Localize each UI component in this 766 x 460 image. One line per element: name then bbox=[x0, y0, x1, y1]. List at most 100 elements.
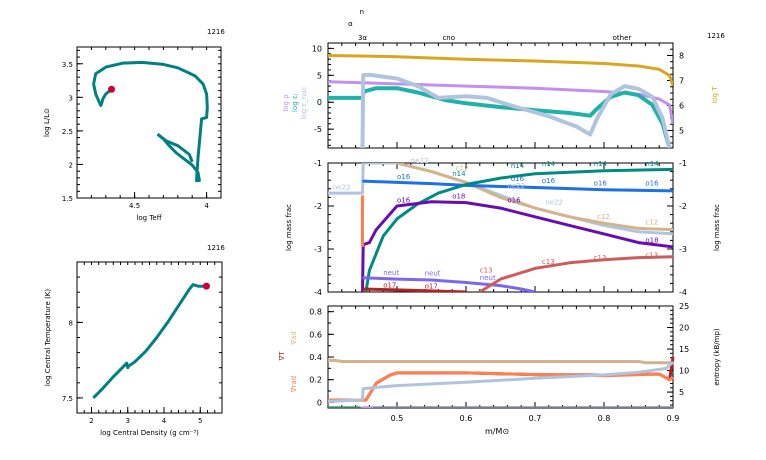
abund-series-label: o18 bbox=[645, 237, 658, 245]
hr-ytick-label: 3 bbox=[69, 94, 73, 102]
grad-xlabel: m/M⊙ bbox=[485, 427, 509, 436]
center-current-point bbox=[202, 282, 210, 290]
hr-ylabel: log L/L⊙ bbox=[43, 108, 51, 137]
abund-line-o18 bbox=[361, 200, 673, 292]
profile-top-frame bbox=[327, 42, 674, 149]
grad-right-tick-label: 10 bbox=[679, 367, 689, 376]
grad-xtick-label: 0.9 bbox=[667, 414, 680, 423]
burn-label-cno: cno bbox=[442, 34, 455, 42]
abund-ytick-label: -3 bbox=[314, 245, 322, 254]
abund-series-label: neut bbox=[480, 274, 496, 282]
abund-right-tick-label: -2 bbox=[679, 202, 687, 211]
abund-line-c12 bbox=[396, 163, 673, 232]
hr-ytick-label: 3.5 bbox=[62, 61, 73, 69]
abund-series-label: c13 bbox=[480, 267, 493, 275]
center-track bbox=[92, 283, 207, 399]
abund-right-tick-label: -4 bbox=[679, 288, 687, 297]
profile-top-right-tick-label: 7 bbox=[679, 77, 684, 86]
abund-series-label: n14 bbox=[645, 160, 659, 168]
abund-series-label: o16 bbox=[594, 179, 608, 187]
abund-right-ylabel: log mass frac bbox=[713, 204, 721, 251]
grad-right-label: entropy (kB/mp) bbox=[713, 328, 721, 386]
abund-series-label: o16 bbox=[542, 177, 556, 185]
abund-series-label: n14 bbox=[542, 160, 556, 168]
profile-top-ytick-label: 5 bbox=[317, 71, 322, 80]
abund-series-label: o16 bbox=[645, 179, 659, 187]
hr-ytick-label: 2.5 bbox=[62, 128, 73, 136]
grad-ytick-label: 0.8 bbox=[309, 308, 322, 317]
abund-series-label: c12 bbox=[597, 213, 610, 221]
grad-right-tick-label: 20 bbox=[679, 324, 689, 333]
grad-line-grad_rad bbox=[328, 371, 674, 402]
abund-series-label: n14 bbox=[594, 160, 608, 168]
abund-series-label: n14 bbox=[452, 170, 466, 178]
abund-ylabel: log mass frac bbox=[285, 204, 293, 251]
center-model-number: 1216 bbox=[207, 244, 225, 252]
hr-track-track bbox=[92, 60, 209, 183]
hr-xlabel: log Teff bbox=[136, 214, 161, 222]
center-ytick-label: 8 bbox=[69, 319, 73, 327]
center-xtick-label: 3 bbox=[126, 417, 130, 425]
profile-top-ytick-label: 0 bbox=[317, 98, 322, 107]
abund-series-label: o17 bbox=[425, 283, 438, 291]
burn-label-n: n bbox=[360, 8, 364, 16]
center-xtick-label: 2 bbox=[89, 417, 93, 425]
profile-top-ytick-label: -5 bbox=[314, 125, 322, 134]
center-xtick-label: 4 bbox=[162, 417, 167, 425]
abund-series-label: o16 bbox=[507, 197, 521, 205]
abund-series-label: c12 bbox=[456, 165, 469, 173]
center-ylabel: log Central Temperature (K) bbox=[44, 289, 52, 386]
abund-series-label: neut bbox=[425, 270, 441, 278]
grad-right-tick-label: 15 bbox=[679, 345, 689, 354]
profile-top-line-log-eps_nuc bbox=[360, 72, 672, 148]
abund-frame bbox=[327, 162, 674, 293]
abund-series-label: o17 bbox=[383, 282, 396, 290]
abund-right-tick-label: -3 bbox=[679, 245, 687, 254]
abund-series-label: ne22 bbox=[411, 157, 429, 165]
hr-track-loop bbox=[156, 133, 194, 163]
hr-current-point bbox=[108, 85, 116, 93]
abund-ytick-label: -4 bbox=[314, 288, 322, 297]
hr-model-number: 1216 bbox=[207, 28, 225, 36]
abund-series-label: c13 bbox=[542, 258, 555, 266]
grad-ytick-label: 0 bbox=[317, 398, 322, 407]
grad-xtick-label: 0.7 bbox=[529, 414, 542, 423]
grad-ytick-label: 0.6 bbox=[309, 330, 322, 339]
abund-series-label: o16 bbox=[397, 197, 411, 205]
grad-right-tick-label: 25 bbox=[679, 302, 689, 311]
abund-line-neut bbox=[362, 276, 536, 292]
profile-top-right-label: log T bbox=[711, 86, 719, 104]
abund-line-n14 bbox=[364, 167, 673, 292]
profile-top-right-tick-label: 6 bbox=[679, 102, 684, 111]
grad-xtick-label: 0.8 bbox=[598, 414, 611, 423]
grad-frame bbox=[327, 305, 674, 409]
grad-line-grad_T bbox=[328, 356, 675, 402]
abund-series-label: o16 bbox=[511, 175, 525, 183]
grad-right-tick-label: 5 bbox=[679, 388, 684, 397]
profile-top-line-log-eps_nu bbox=[328, 86, 672, 148]
hr-ytick-label: 1.5 bbox=[62, 195, 73, 203]
grad-xtick-label: 0.5 bbox=[391, 414, 404, 423]
grad-line-grad_ad bbox=[328, 358, 673, 365]
abund-ytick-label: -2 bbox=[314, 202, 322, 211]
grad-ytick-label: 0.4 bbox=[309, 353, 322, 362]
abund-right-tick-label: -1 bbox=[679, 159, 687, 168]
burn-label-other: other bbox=[613, 34, 632, 42]
abund-line-o17 bbox=[362, 287, 467, 292]
abund-series-label: c12 bbox=[645, 218, 658, 226]
profile-top-line-log-rho bbox=[328, 80, 673, 125]
abund-series-label: o16 bbox=[397, 173, 411, 181]
abund-ytick-label: -1 bbox=[314, 159, 322, 168]
grad-label-rad: ∇rad bbox=[290, 376, 298, 393]
grad-line-entropy bbox=[328, 360, 675, 403]
abund-series-label: c13 bbox=[594, 254, 607, 262]
abund-line-c13 bbox=[479, 255, 673, 292]
profile-top-left-label: log ε_nuc bbox=[300, 86, 308, 119]
hr-xtick-label: 4.5 bbox=[129, 202, 140, 210]
center-ytick-label: 7.5 bbox=[62, 395, 73, 403]
grad-label-T: ∇T bbox=[278, 351, 286, 362]
burn-label-alpha: α bbox=[348, 20, 353, 28]
profile-top-right-tick-label: 8 bbox=[679, 52, 684, 61]
abund-series-label: c13 bbox=[645, 252, 658, 260]
